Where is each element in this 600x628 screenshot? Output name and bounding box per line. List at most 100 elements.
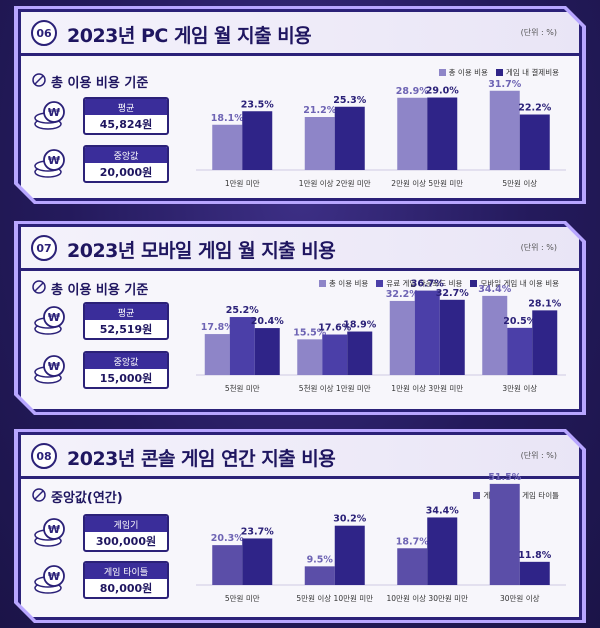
bar — [212, 125, 242, 170]
data-label: 28.9% — [396, 86, 429, 97]
stat-value: 52,519원 — [99, 323, 153, 336]
data-label: 51.5% — [488, 472, 521, 483]
svg-text:₩: ₩ — [48, 154, 60, 167]
coin-icon: ₩ — [33, 146, 67, 180]
data-label: 18.9% — [343, 320, 376, 331]
data-label: 20.3% — [211, 533, 244, 544]
pc-panel: 06 2023년 PC 게임 월 지출 비용 (단위 : %) 총 이용 비용 … — [18, 9, 582, 201]
data-label: 31.7% — [488, 79, 521, 90]
data-label: 15.5% — [293, 327, 326, 338]
data-label: 9.5% — [307, 554, 334, 565]
data-label: 36.7% — [411, 279, 444, 290]
legend-swatch — [376, 280, 383, 287]
category-label: 5천원 미만 — [225, 383, 260, 393]
bar — [212, 545, 242, 585]
bar — [397, 548, 427, 585]
stat-value: 20,000원 — [99, 166, 153, 179]
legend-item: 총 이용 비용 — [439, 67, 488, 78]
data-label: 25.3% — [333, 95, 366, 106]
bar — [242, 111, 272, 170]
stat-value: 300,000원 — [95, 535, 157, 548]
console-panel: 08 2023년 콘솔 게임 연간 지출 비용 (단위 : %) 중앙값(연간)… — [18, 432, 582, 620]
stat-label: 게임 타이틀 — [85, 563, 167, 579]
bar — [415, 291, 440, 375]
bar — [490, 484, 520, 585]
bar — [507, 328, 532, 375]
category-label: 3만원 이상 — [502, 383, 537, 393]
svg-text:₩: ₩ — [48, 311, 60, 324]
data-label: 32.7% — [436, 288, 469, 299]
bar — [427, 517, 457, 585]
bar — [335, 526, 365, 585]
panel-title: 2023년 콘솔 게임 연간 지출 비용 — [67, 448, 336, 470]
section-number: 07 — [31, 235, 57, 261]
bar — [322, 335, 347, 375]
bar — [305, 566, 335, 585]
legend-swatch — [496, 69, 503, 76]
legend-label: 모바일 게임 내 이용 비용 — [480, 279, 559, 288]
stat-value: 15,000원 — [99, 372, 153, 385]
category-label: 30만원 이상 — [500, 593, 540, 603]
bar — [520, 115, 550, 171]
category-label: 5만원 미만 — [225, 594, 260, 603]
bar — [242, 538, 272, 585]
coin-icon: ₩ — [33, 303, 67, 337]
panel-title: 2023년 모바일 게임 월 지출 비용 — [67, 240, 336, 262]
category-label: 5만원 이상 — [502, 178, 537, 188]
cursor-icon — [31, 72, 47, 88]
svg-text:₩: ₩ — [48, 523, 60, 536]
coin-icon: ₩ — [33, 515, 67, 549]
bar — [532, 310, 557, 375]
svg-text:₩: ₩ — [48, 570, 60, 583]
data-label: 20.4% — [251, 316, 284, 327]
data-label: 23.5% — [241, 99, 274, 110]
bar — [440, 300, 465, 375]
data-label: 34.4% — [426, 505, 459, 516]
panel-title: 2023년 PC 게임 월 지출 비용 — [67, 25, 312, 47]
bar — [482, 296, 507, 375]
coin-icon: ₩ — [33, 352, 67, 386]
legend-item: 총 이용 비용 — [319, 278, 368, 289]
unit-label: (단위 : %) — [520, 28, 557, 37]
stat-header: 총 이용 비용 기준 — [51, 76, 149, 91]
data-label: 29.0% — [426, 86, 459, 97]
data-label: 18.7% — [396, 536, 429, 547]
console-device-stat: 게임기 300,000원 — [83, 514, 169, 552]
stat-value: 80,000원 — [99, 582, 153, 595]
stat-label: 평균 — [85, 99, 167, 115]
data-label: 28.1% — [528, 298, 561, 309]
legend-swatch — [439, 69, 446, 76]
data-label: 32.2% — [386, 289, 419, 300]
legend-swatch — [319, 280, 326, 287]
unit-label: (단위 : %) — [520, 243, 557, 252]
data-label: 17.6% — [318, 323, 351, 334]
chart-legend: 총 이용 비용 게임 내 결제비용 — [439, 67, 559, 78]
cursor-icon — [31, 279, 47, 295]
legend-swatch — [473, 492, 480, 499]
title-bar: 06 2023년 PC 게임 월 지출 비용 (단위 : %) — [21, 12, 579, 56]
data-label: 34.4% — [478, 284, 511, 295]
category-label: 10만원 이상 30만원 미만 — [387, 593, 469, 603]
game-title-stat: 게임 타이틀 80,000원 — [83, 561, 169, 599]
data-label: 17.8% — [201, 322, 234, 333]
legend-item: 게임 내 결제비용 — [496, 67, 559, 78]
bar — [230, 317, 255, 375]
unit-label: (단위 : %) — [520, 451, 557, 460]
data-label: 18.1% — [211, 113, 244, 124]
bar — [390, 301, 415, 375]
data-label: 22.2% — [518, 103, 551, 114]
pc-bar-chart: 18.1% 23.5% 1만원 미만 21.2%25.3% 1만원 이상 2만원 미만 2… — [21, 12, 581, 202]
title-bar: 07 2023년 모바일 게임 월 지출 비용 (단위 : %) — [21, 227, 579, 271]
legend-label: 유료 게임 다운로드 비용 — [386, 279, 463, 288]
stat-header: 중앙값(연간) — [51, 491, 123, 506]
category-label: 1만원 미만 — [225, 179, 260, 188]
stat-label: 중앙값 — [85, 353, 167, 369]
stat-label: 평균 — [85, 304, 167, 320]
category-label: 2만원 이상 5만원 미만 — [391, 178, 463, 188]
legend-label: 게임 타이틀 — [522, 491, 559, 500]
bar — [397, 98, 427, 170]
data-label: 25.2% — [226, 305, 259, 316]
average-stat: 평균 52,519원 — [83, 302, 169, 340]
coin-icon: ₩ — [33, 562, 67, 596]
stat-header: 총 이용 비용 기준 — [51, 283, 149, 298]
